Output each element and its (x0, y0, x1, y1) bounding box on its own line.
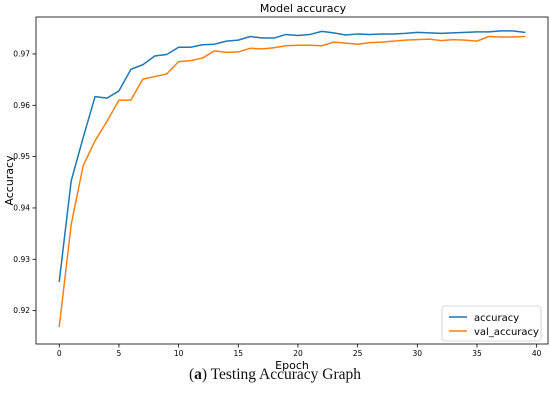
x-tick-label: 10 (174, 349, 184, 358)
chart-title: Model accuracy (260, 2, 347, 15)
legend: accuracy val_accuracy (441, 305, 542, 342)
figure-caption: (a) Testing Accuracy Graph (188, 366, 362, 383)
y-tick-label: 0.93 (13, 255, 30, 264)
series-line-val-accuracy (58, 35, 526, 328)
legend-label-accuracy: accuracy (474, 313, 519, 324)
x-tick-label: 20 (293, 349, 303, 358)
y-tick-label: 0.96 (13, 101, 30, 110)
plot-frame (35, 16, 549, 345)
x-tick-label: 15 (234, 349, 244, 358)
series-layer (58, 30, 526, 328)
legend-label-val-accuracy: val_accuracy (474, 327, 539, 338)
x-tick-label: 35 (472, 349, 482, 358)
y-tick-label: 0.94 (13, 204, 30, 213)
series-line-accuracy (58, 30, 526, 283)
legend-box (441, 305, 542, 342)
y-tick-label: 0.97 (13, 50, 30, 59)
y-tick-label: 0.95 (13, 152, 30, 161)
x-tick-label: 0 (57, 349, 62, 358)
x-tick-label: 40 (532, 349, 542, 358)
caption-label: a (194, 366, 202, 383)
x-axis-label: Epoch (275, 359, 309, 372)
caption-text: Testing Accuracy Graph (210, 366, 362, 383)
x-tick-label: 30 (413, 349, 423, 358)
x-axis-ticks: 0 5 10 15 20 25 30 35 40 (57, 344, 542, 358)
y-tick-label: 0.92 (13, 306, 30, 315)
x-tick-label: 5 (117, 349, 122, 358)
x-tick-label: 25 (353, 349, 363, 358)
y-axis-label: Accuracy (3, 155, 16, 206)
y-axis-ticks: 0.92 0.93 0.94 0.95 0.96 0.97 (13, 50, 36, 315)
